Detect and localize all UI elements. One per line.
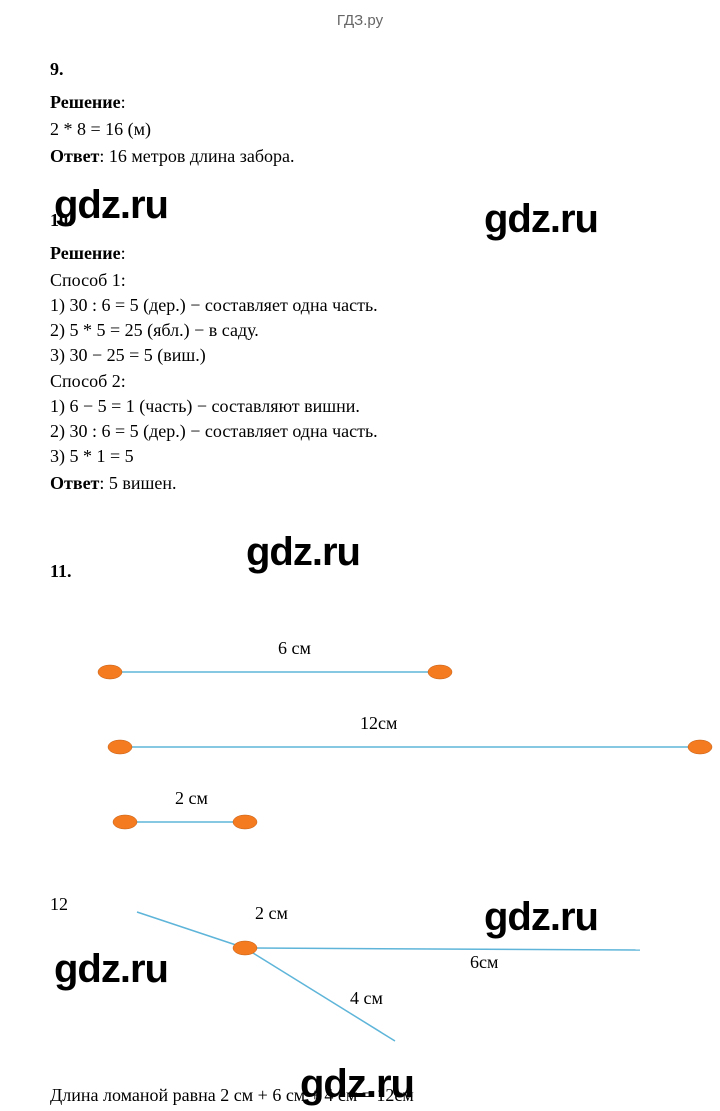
problem-9-number: 9. xyxy=(50,59,670,80)
solution-label-text: Решение xyxy=(50,92,121,112)
answer-text: : 5 вишен. xyxy=(99,473,176,493)
problem-9-calc: 2 * 8 = 16 (м) xyxy=(50,117,670,142)
svg-text:2 см: 2 см xyxy=(255,903,288,923)
problem-9-answer: Ответ: 16 метров длина забора. xyxy=(50,144,670,169)
problem-12-diagram: 2 см 6см 4 см xyxy=(50,898,670,1058)
svg-text:6см: 6см xyxy=(470,952,498,972)
m2-line2: 2) 30 : 6 = 5 (дер.) − составляет одна ч… xyxy=(50,419,670,444)
problem-10: 10. Решение: Способ 1: 1) 30 : 6 = 5 (де… xyxy=(50,210,670,497)
page-header: ГДЗ.ру xyxy=(50,12,670,29)
solution-label: Решение: xyxy=(50,90,670,115)
solution-label: Решение: xyxy=(50,241,670,266)
method-2-label: Способ 2: xyxy=(50,369,670,394)
problem-11-diagram: 6 см 12см 2 см xyxy=(50,597,670,862)
problem-11: 11. 6 см 12см 2 см xyxy=(50,561,670,862)
problem-10-answer: Ответ: 5 вишен. xyxy=(50,471,670,496)
method-1-label: Способ 1: xyxy=(50,268,670,293)
problem-12-answer: Длина ломаной равна 2 см + 6 см + 4 см =… xyxy=(50,1083,670,1108)
broken-line-svg: 2 см 6см 4 см xyxy=(50,898,720,1053)
m1-line2: 2) 5 * 5 = 25 (ябл.) − в саду. xyxy=(50,318,670,343)
segments-svg: 6 см 12см 2 см xyxy=(50,597,720,857)
problem-11-number: 11. xyxy=(50,561,670,582)
problem-9: 9. Решение: 2 * 8 = 16 (м) Ответ: 16 мет… xyxy=(50,59,670,170)
solution-label-text: Решение xyxy=(50,243,121,263)
svg-text:4 см: 4 см xyxy=(350,988,383,1008)
answer-label: Ответ xyxy=(50,146,99,166)
svg-text:12см: 12см xyxy=(360,713,397,733)
m1-line3: 3) 30 − 25 = 5 (виш.) xyxy=(50,343,670,368)
svg-text:2 см: 2 см xyxy=(175,788,208,808)
problem-12: 12 2 см6см4 см Длина ломаной равна 2 см … xyxy=(50,892,670,1107)
problem-10-number: 10. xyxy=(50,210,670,231)
m1-line1: 1) 30 : 6 = 5 (дер.) − составляет одна ч… xyxy=(50,293,670,318)
svg-text:6 см: 6 см xyxy=(278,638,311,658)
m2-line3: 3) 5 * 1 = 5 xyxy=(50,444,670,469)
answer-label: Ответ xyxy=(50,473,99,493)
m2-line1: 1) 6 − 5 = 1 (часть) − составляют вишни. xyxy=(50,394,670,419)
answer-text: : 16 метров длина забора. xyxy=(99,146,294,166)
